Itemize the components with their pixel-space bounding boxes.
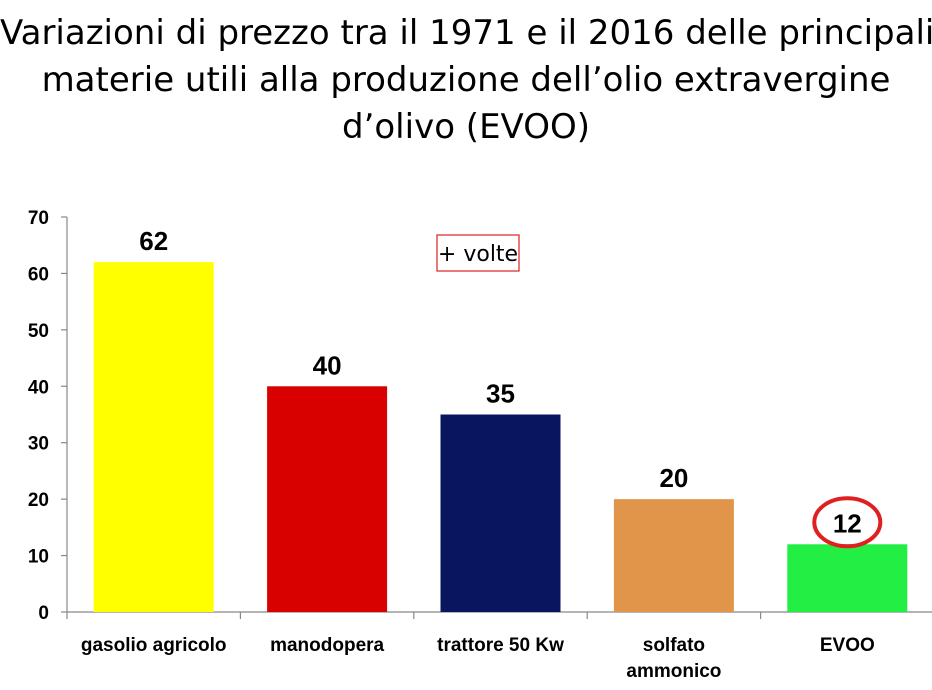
- y-tick-label: 20: [28, 490, 49, 511]
- bar-manodopera: [267, 386, 388, 612]
- bar-evoo: [787, 544, 908, 612]
- category-labels: gasolio agricolo manodopera trattore 50 Kw…: [81, 635, 875, 682]
- chart-title-line-1: Variazioni di prezzo tra il 1971 e il 20…: [0, 13, 932, 53]
- category-label: EVOO: [820, 635, 875, 656]
- chart-title: Variazioni di prezzo tra il 1971 e il 20…: [0, 10, 932, 151]
- data-label: 12: [833, 508, 862, 538]
- y-tick-label: 70: [28, 208, 49, 229]
- chart-title-line-2: materie utili alla produzione dell’olio …: [41, 60, 891, 100]
- category-label: trattore 50 Kw: [437, 635, 564, 656]
- data-labels: 62 40 35 20 12: [139, 226, 862, 538]
- y-tick-label: 30: [28, 434, 49, 455]
- category-label: solfato: [643, 635, 705, 656]
- y-axis: 0 10 20 30 40 50 60 70: [28, 208, 68, 624]
- y-tick-label: 10: [28, 547, 49, 568]
- y-tick-label: 40: [28, 377, 49, 398]
- annotation-text: + volte: [438, 242, 518, 267]
- data-label: 62: [139, 226, 168, 256]
- data-label: 40: [313, 350, 342, 380]
- y-tick-label: 60: [28, 264, 49, 285]
- bar-gasolio-agricolo: [93, 262, 214, 612]
- bar-solfato-ammonico: [613, 499, 734, 612]
- category-label: gasolio agricolo: [81, 635, 227, 656]
- y-tick-label: 0: [38, 603, 49, 624]
- bar-trattore-50-kw: [440, 414, 561, 612]
- x-axis: [66, 611, 932, 619]
- highlight-circle: [812, 496, 883, 549]
- category-label: manodopera: [270, 635, 384, 656]
- bars: [93, 262, 908, 612]
- annotation-box: [436, 234, 520, 272]
- data-label: 35: [486, 379, 515, 409]
- data-label: 20: [659, 463, 688, 493]
- chart-title-line-3: d’olivo (EVOO): [341, 107, 590, 147]
- y-tick-label: 50: [28, 321, 49, 342]
- annotations: + volte: [436, 234, 883, 549]
- category-label: ammonico: [626, 661, 721, 682]
